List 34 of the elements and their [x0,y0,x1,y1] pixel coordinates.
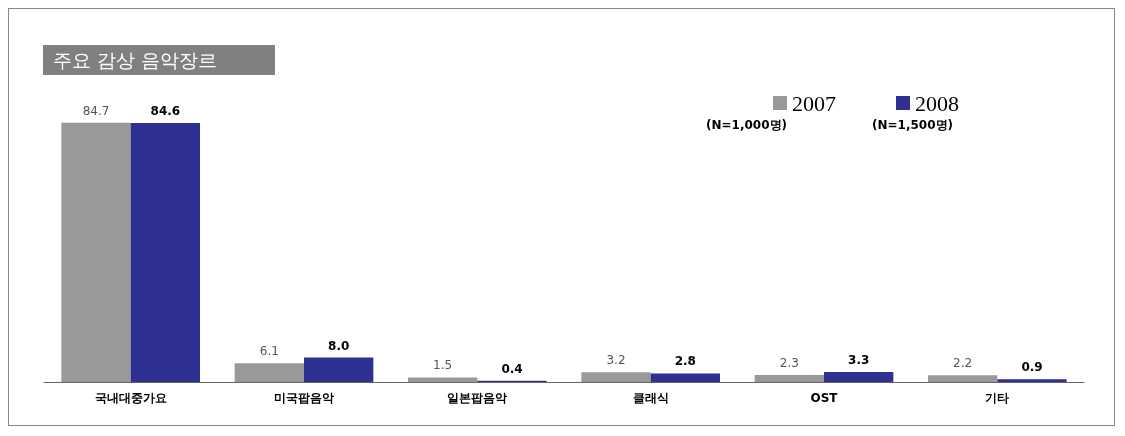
data-label: 1.5 [433,358,453,373]
annotation: (N=1,000명) [706,118,788,132]
data-label: 6.1 [259,344,279,359]
x-tick-label: 미국팝음악 [274,391,334,405]
x-tick-label: 일본팝음악 [447,391,508,405]
bar [650,373,720,382]
data-label: 2.8 [674,354,696,369]
data-label: 2.3 [779,355,799,370]
data-label: 3.3 [848,352,870,367]
bar [304,357,374,382]
data-label: 84.6 [150,104,181,119]
legend-label: 2008 [915,90,959,116]
data-label: 0.4 [501,361,523,376]
x-tick-label: 기타 [985,391,1010,405]
annotation: (N=1,500명) [872,118,954,132]
bar [61,122,131,382]
bar [997,379,1067,382]
data-label: 2.2 [953,356,973,371]
x-tick-label: 클래식 [632,391,669,405]
bar [408,377,478,382]
data-label: 84.7 [82,103,110,118]
bar [928,375,998,382]
data-label: 0.9 [1021,360,1043,375]
data-label: 8.0 [328,338,350,353]
bar [754,374,824,382]
bar [581,372,651,382]
x-tick-label: OST [810,391,839,405]
data-label: 3.2 [606,353,626,368]
bar [130,123,200,382]
chart-title: 주요 감상 음악장르 [53,49,218,71]
bar [234,363,304,382]
x-tick-label: 국내대중가요 [94,391,167,405]
legend-label: 2007 [792,90,836,116]
bar [824,371,894,382]
